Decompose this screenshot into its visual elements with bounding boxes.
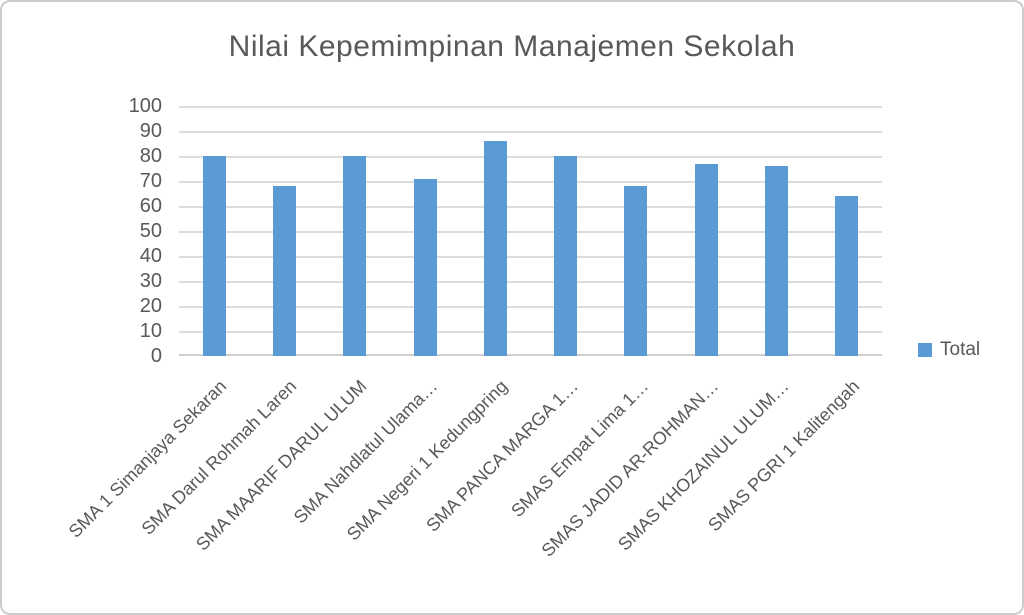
legend: Total [918, 339, 980, 361]
bar-2 [272, 186, 296, 356]
y-tick-label: 10 [139, 320, 162, 342]
bar-4 [413, 178, 437, 356]
bar-9 [765, 166, 789, 356]
y-tick-label: 60 [139, 195, 162, 217]
x-axis-line [179, 354, 882, 356]
gridline [179, 231, 882, 233]
gridline [179, 181, 882, 183]
x-category-label: SMAS Empat Lima 1… [507, 376, 653, 522]
y-tick-label: 50 [139, 220, 162, 242]
bar-10 [835, 196, 859, 356]
legend-swatch-icon [918, 343, 932, 357]
y-tick-label: 40 [139, 245, 162, 267]
chart-title: Nilai Kepemimpinan Manajemen Sekolah [228, 30, 796, 63]
bar-3 [343, 156, 367, 356]
y-tick-label: 20 [139, 295, 162, 317]
y-tick-label: 30 [139, 270, 162, 292]
gridline [179, 106, 882, 108]
bar-5 [483, 141, 507, 356]
y-tick-label: 80 [139, 145, 162, 167]
gridline [179, 206, 882, 208]
gridline [179, 131, 882, 133]
gridline [179, 281, 882, 283]
gridline [179, 156, 882, 158]
y-tick-label: 90 [139, 120, 162, 142]
gridline [179, 256, 882, 258]
legend-label: Total [940, 339, 981, 360]
x-category-label: SMA Nahdlatul Ulama… [289, 376, 442, 528]
gridline [179, 331, 882, 333]
bar-8 [694, 163, 718, 356]
bar-1 [202, 156, 226, 356]
bar-7 [624, 186, 648, 356]
y-tick-label: 70 [139, 170, 162, 192]
bar-6 [554, 156, 578, 356]
gridline [179, 306, 882, 308]
y-tick-label: 100 [128, 95, 162, 117]
y-tick-label: 0 [150, 345, 162, 367]
plot-area [179, 106, 882, 356]
